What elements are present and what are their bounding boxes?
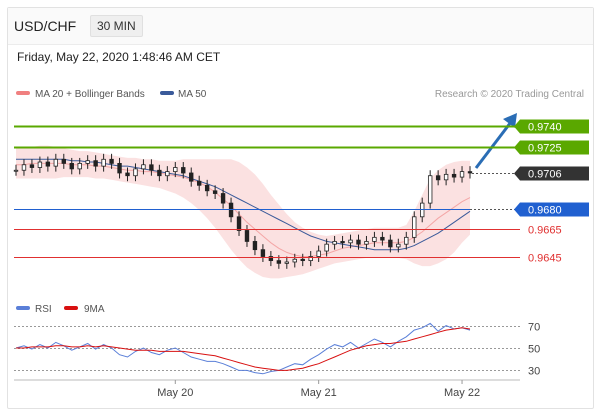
candle: [412, 211, 417, 243]
level-label: 0.9665: [528, 225, 562, 237]
candle: [451, 168, 457, 183]
candle: [61, 153, 66, 169]
rsi-panel: 70 50 30: [14, 322, 540, 378]
timestamp: Friday, May 22, 2020 1:48:46 AM CET: [17, 50, 221, 64]
candle: [324, 238, 329, 257]
candle: [427, 170, 433, 209]
ma20-legend-swatch: [16, 91, 30, 95]
timeframe-badge[interactable]: 30 MIN: [90, 15, 143, 37]
candle: [101, 153, 106, 172]
level-0.9645: 0.9645: [14, 253, 562, 265]
candle: [300, 253, 305, 267]
candle: [260, 244, 266, 262]
candle: [443, 168, 449, 186]
x-tick-label: May 22: [444, 387, 480, 399]
candle: [356, 234, 361, 250]
candle: [21, 159, 27, 176]
candle: [141, 159, 146, 175]
candle: [212, 185, 218, 199]
candle: [93, 155, 98, 172]
rsi-legend-swatch: [16, 306, 30, 310]
candle: [173, 162, 178, 178]
target-arrow: [474, 113, 517, 169]
x-tick-label: May 20: [157, 387, 193, 399]
candle: [284, 256, 289, 269]
candle: [85, 155, 90, 169]
ma20-line: [16, 162, 471, 257]
candle: [157, 164, 162, 182]
candle: [29, 159, 35, 173]
level-0.9725: 0.9725: [14, 140, 589, 155]
candle: [467, 166, 473, 179]
ma50-legend-swatch: [160, 91, 174, 95]
candle: [348, 234, 353, 249]
candle: [404, 231, 409, 250]
ma50-line: [16, 158, 471, 251]
price-panel: [13, 145, 473, 279]
credit-text: Research © 2020 Trading Central: [435, 89, 584, 100]
candle: [372, 231, 377, 247]
candle: [109, 153, 114, 169]
candle: [117, 157, 122, 179]
currency-pair: USD/CHF: [14, 18, 77, 34]
bollinger-band-area: [16, 145, 470, 279]
rsi-tick-label: 70: [528, 322, 540, 334]
level-label: 0.9740: [528, 122, 562, 134]
candle: [125, 167, 130, 182]
rsi-ma-legend-swatch: [64, 306, 78, 310]
level-0.9740: 0.9740: [14, 119, 589, 134]
rsi-ma-line: [16, 327, 471, 371]
candle: [189, 167, 194, 187]
ma20-legend-label: MA 20 + Bollinger Bands: [35, 89, 145, 100]
candle: [244, 225, 250, 247]
candle: [459, 166, 465, 183]
candle: [197, 175, 202, 191]
level-label: 0.9680: [528, 205, 562, 217]
price-levels: 0.9740 0.9725 0.9706 0.9680 0.9665 0.9645: [14, 119, 589, 265]
candle: [380, 231, 385, 246]
rsi-tick-label: 30: [528, 366, 540, 378]
level-0.9665: 0.9665: [14, 225, 562, 237]
level-label: 0.9645: [528, 253, 562, 265]
level-0.9680: 0.9680: [14, 202, 589, 217]
level-label: 0.9706: [528, 169, 562, 181]
widget-header: USD/CHF 30 MIN: [8, 8, 593, 45]
candle: [268, 251, 274, 267]
candle: [340, 235, 345, 249]
chart-widget: USD/CHF 30 MIN Friday, May 22, 2020 1:48…: [7, 7, 594, 409]
candle: [181, 162, 186, 179]
candle: [236, 211, 242, 236]
candle: [165, 166, 170, 182]
candle: [13, 164, 19, 176]
candle: [133, 163, 138, 182]
candle: [292, 253, 297, 268]
candle: [77, 157, 82, 175]
candle: [332, 235, 337, 250]
candle: [364, 235, 369, 250]
candle: [69, 157, 74, 175]
rsi-tick-label: 50: [528, 344, 540, 356]
candle: [388, 234, 393, 253]
candle: [396, 238, 401, 253]
candle: [37, 156, 43, 173]
candle: [149, 159, 154, 176]
candle: [435, 170, 441, 186]
candle: [252, 235, 258, 256]
ma50-legend-label: MA 50: [178, 89, 207, 100]
level-label: 0.9725: [528, 143, 562, 155]
candle: [316, 245, 321, 262]
x-tick-label: May 21: [301, 387, 337, 399]
candle: [53, 153, 59, 172]
level-0.9706: 0.9706: [472, 166, 589, 181]
rsi-legend-label: RSI: [35, 304, 52, 315]
candle: [204, 179, 210, 197]
candle: [308, 251, 313, 267]
x-axis-ticks: May 20 May 21 May 22: [157, 380, 480, 399]
rsi-ma-legend-label: 9MA: [84, 304, 105, 315]
candle: [45, 156, 51, 172]
candle: [220, 188, 226, 209]
